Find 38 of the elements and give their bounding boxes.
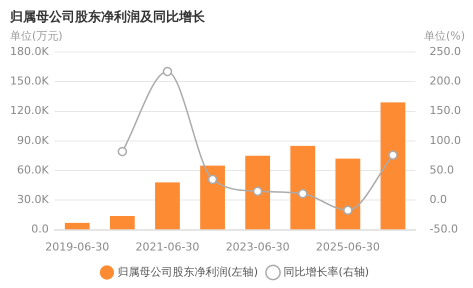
y-tick-label: 0.0 — [31, 222, 49, 236]
point — [208, 174, 218, 184]
x-tick-label: 2023-06-30 — [226, 240, 290, 254]
bar — [290, 146, 316, 230]
y2-tick-label: -50.0 — [430, 222, 458, 236]
x-tick-label: 2021-06-30 — [135, 240, 200, 254]
point — [162, 66, 172, 76]
y2-tick-label: 150.0 — [430, 104, 462, 118]
point — [298, 188, 308, 198]
y-tick-label: 180.0K — [10, 44, 50, 58]
y2-tick-label: 50.0 — [430, 163, 454, 176]
bar — [335, 158, 360, 230]
y-tick-label: 30.0K — [16, 193, 50, 206]
chart-title: 归属母公司股东净利润及同比增长 — [10, 8, 205, 26]
bar — [380, 102, 406, 230]
legend-label: 同比增长率(右轴) — [284, 265, 370, 278]
point — [343, 205, 353, 215]
bar — [64, 222, 90, 230]
y-tick-label: 60.0K — [16, 163, 50, 176]
point — [118, 146, 128, 156]
y-tick-label: 120.0K — [10, 104, 50, 118]
y2-tick-label: 100.0 — [430, 134, 462, 147]
y2-tick-label: 0.0 — [430, 193, 448, 206]
y2-tick-label: 250.0 — [430, 44, 462, 58]
y-tick-label: 90.0K — [16, 134, 50, 147]
bar — [200, 166, 225, 230]
bar — [245, 156, 270, 230]
point — [388, 150, 398, 160]
x-tick-label: 2025-06-30 — [316, 240, 380, 254]
bar — [155, 182, 180, 230]
legend-label: 归属母公司股东净利润(左轴) — [117, 265, 258, 278]
y-tick-label: 150.0K — [10, 74, 50, 88]
y2-axis-title: 单位(%) — [424, 29, 465, 42]
y-axis-title: 单位(万元) — [10, 29, 63, 42]
bar — [110, 216, 135, 230]
x-tick-label: 2019-06-30 — [45, 240, 110, 254]
point — [252, 186, 262, 196]
y2-tick-label: 200.0 — [430, 74, 462, 88]
